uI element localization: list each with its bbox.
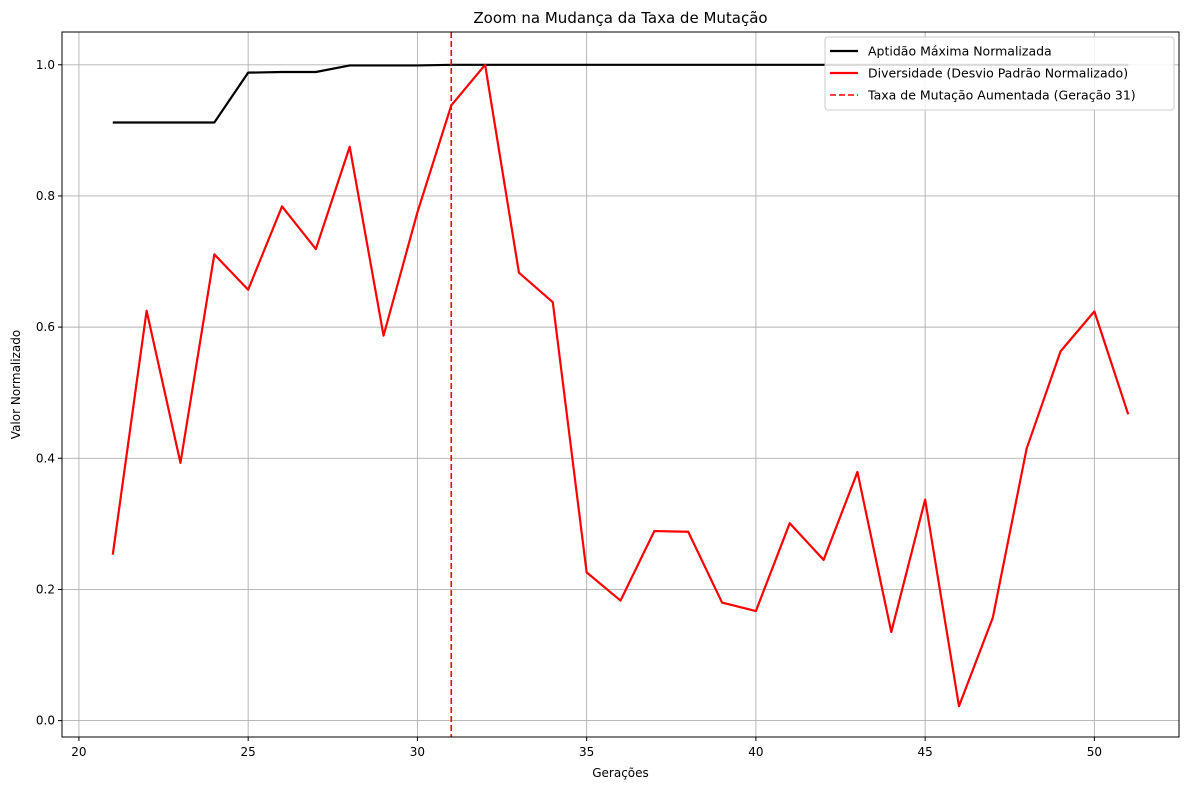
y-tick-label: 0.2	[36, 582, 55, 596]
x-tick-label: 25	[241, 745, 256, 759]
x-axis-label: Gerações	[592, 766, 649, 780]
legend-label: Diversidade (Desvio Padrão Normalizado)	[868, 66, 1128, 81]
plot-frame	[61, 31, 1180, 738]
grid	[62, 32, 1179, 737]
legend-box	[824, 36, 1175, 111]
series-layer	[111, 32, 1130, 737]
x-tick-label: 40	[748, 745, 763, 759]
x-tick-label: 50	[1087, 745, 1102, 759]
legend: Aptidão Máxima Normalizada Diversidade (D…	[824, 36, 1175, 111]
x-tick-label: 45	[917, 745, 932, 759]
x-tick-label: 20	[71, 745, 86, 759]
y-axis-label: Valor Normalizado	[9, 330, 23, 439]
ticks: 20 25 30 35 40 45 50 0.0 0.2 0.4 0.6 0.8 1.0	[36, 58, 1102, 759]
y-tick-label: 0.8	[36, 189, 55, 203]
y-tick-label: 0.4	[36, 451, 55, 465]
x-tick-label: 35	[579, 745, 594, 759]
x-tick-label: 30	[410, 745, 425, 759]
y-tick-label: 1.0	[36, 58, 55, 72]
y-tick-label: 0.0	[36, 714, 55, 728]
legend-label: Taxa de Mutação Aumentada (Geração 31)	[867, 88, 1136, 103]
y-tick-label: 0.6	[36, 320, 55, 334]
legend-label: Aptidão Máxima Normalizada	[868, 44, 1052, 59]
series-line-diversity	[111, 63, 1130, 708]
chart-title: Zoom na Mudança da Taxa de Mutação	[473, 9, 767, 27]
